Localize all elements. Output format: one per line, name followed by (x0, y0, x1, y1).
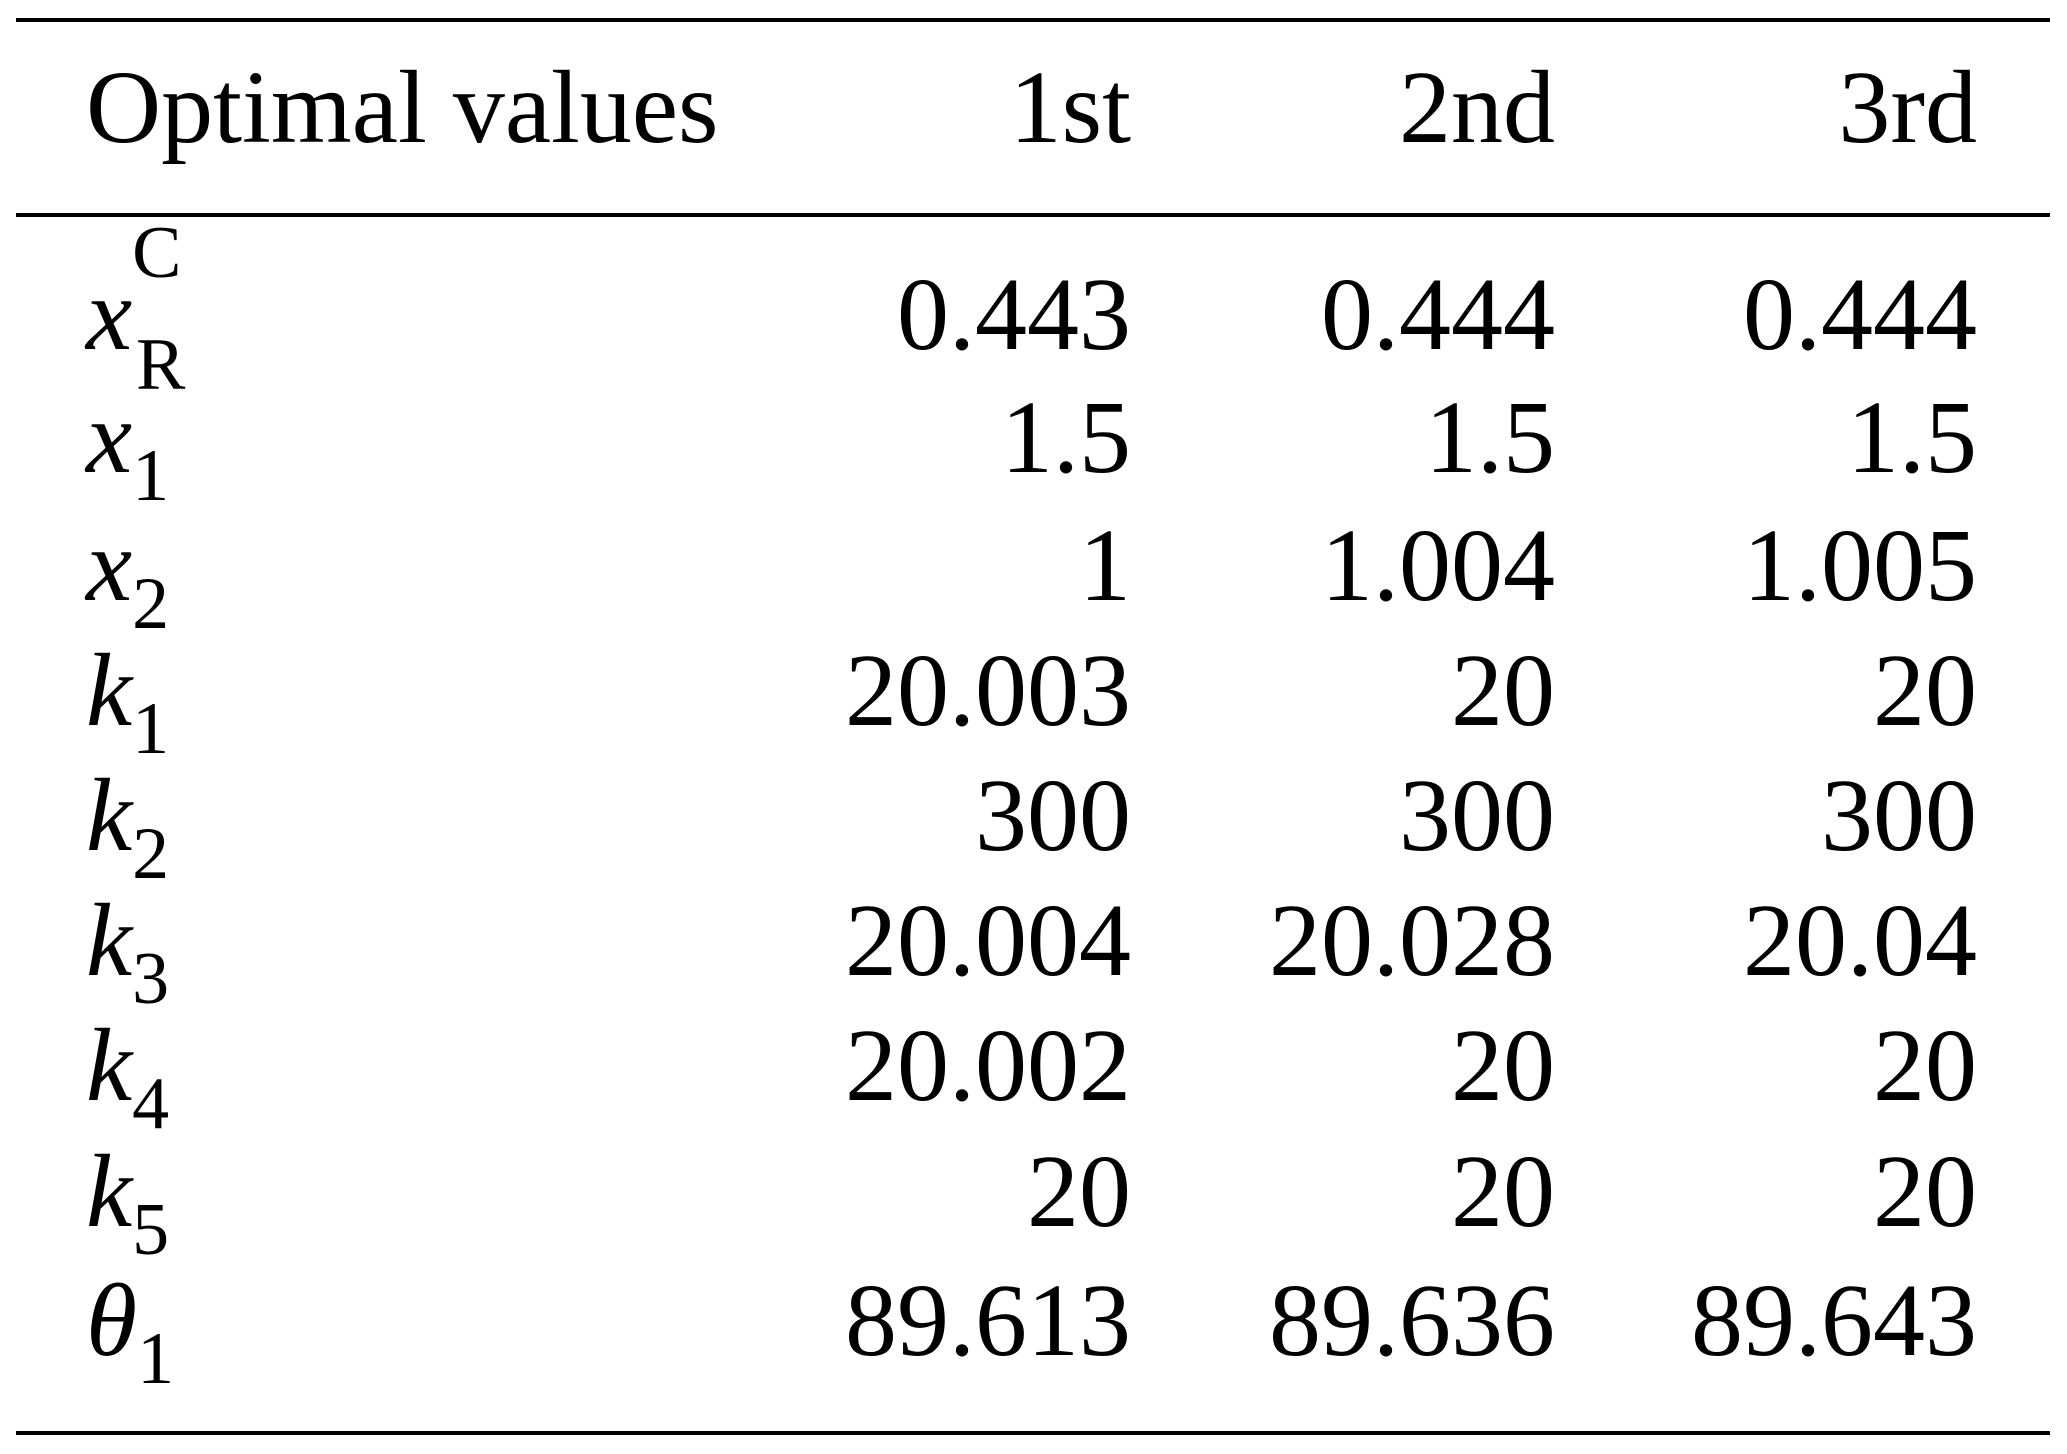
cell: 20 (1027, 1134, 1131, 1249)
cell: 1.5 (1001, 380, 1131, 495)
cell: 20 (1873, 1008, 1977, 1123)
row-label: k2 (86, 758, 169, 895)
subscript: 1 (132, 688, 169, 770)
cell: 20.003 (845, 633, 1131, 748)
cell: 1.004 (1321, 508, 1555, 623)
symbol: k (86, 1134, 134, 1249)
subscript: 1 (132, 435, 169, 517)
row-label: xC R (84, 212, 186, 406)
header-cell: Optimal values (86, 50, 719, 165)
symbol: x (84, 380, 132, 495)
cell: 1 (1079, 508, 1131, 623)
subscript: R (136, 324, 186, 406)
subscript: 3 (132, 938, 169, 1020)
cell: 0.444 (1743, 257, 1977, 372)
row-label: x1 (84, 380, 169, 517)
cell: 20.002 (845, 1008, 1131, 1123)
row-label: k1 (86, 633, 169, 770)
cell: 20 (1873, 1134, 1977, 1249)
symbol: x (84, 257, 132, 372)
cell: 20 (1451, 1134, 1555, 1249)
cell: 300 (975, 758, 1131, 873)
cell: 20 (1451, 633, 1555, 748)
row-label: k3 (86, 883, 169, 1020)
header-cell: 1st (1010, 50, 1131, 165)
row-label: k4 (86, 1008, 169, 1145)
cell: 89.643 (1691, 1263, 1977, 1378)
row-label: θ1 (86, 1263, 174, 1400)
symbol: x (84, 508, 132, 623)
cell: 20.004 (845, 883, 1131, 998)
cell: 1.005 (1743, 508, 1977, 623)
subscript: 4 (132, 1063, 169, 1145)
cell: 1.5 (1847, 380, 1977, 495)
row-label: x2 (84, 508, 169, 645)
subscript: 2 (132, 563, 169, 645)
cell: 1.5 (1425, 380, 1555, 495)
cell: 20.028 (1269, 883, 1555, 998)
superscript: C (132, 212, 181, 294)
cell: 20 (1873, 633, 1977, 748)
cell: 20.04 (1743, 883, 1977, 998)
symbol: θ (86, 1263, 137, 1378)
header-cell: 2nd (1399, 50, 1555, 165)
row-label: k5 (86, 1134, 169, 1271)
header-cell: 3rd (1838, 50, 1977, 165)
subscript: 2 (132, 813, 169, 895)
subscript: 5 (132, 1189, 169, 1271)
symbol: k (86, 1008, 134, 1123)
subscript: 1 (137, 1318, 174, 1400)
cell: 20 (1451, 1008, 1555, 1123)
cell: 300 (1821, 758, 1977, 873)
symbol: k (86, 633, 134, 748)
symbol: k (86, 883, 134, 998)
cell: 300 (1399, 758, 1555, 873)
symbol: k (86, 758, 134, 873)
cell: 89.613 (845, 1263, 1131, 1378)
cell: 0.443 (897, 257, 1131, 372)
cell: 89.636 (1269, 1263, 1555, 1378)
cell: 0.444 (1321, 257, 1555, 372)
